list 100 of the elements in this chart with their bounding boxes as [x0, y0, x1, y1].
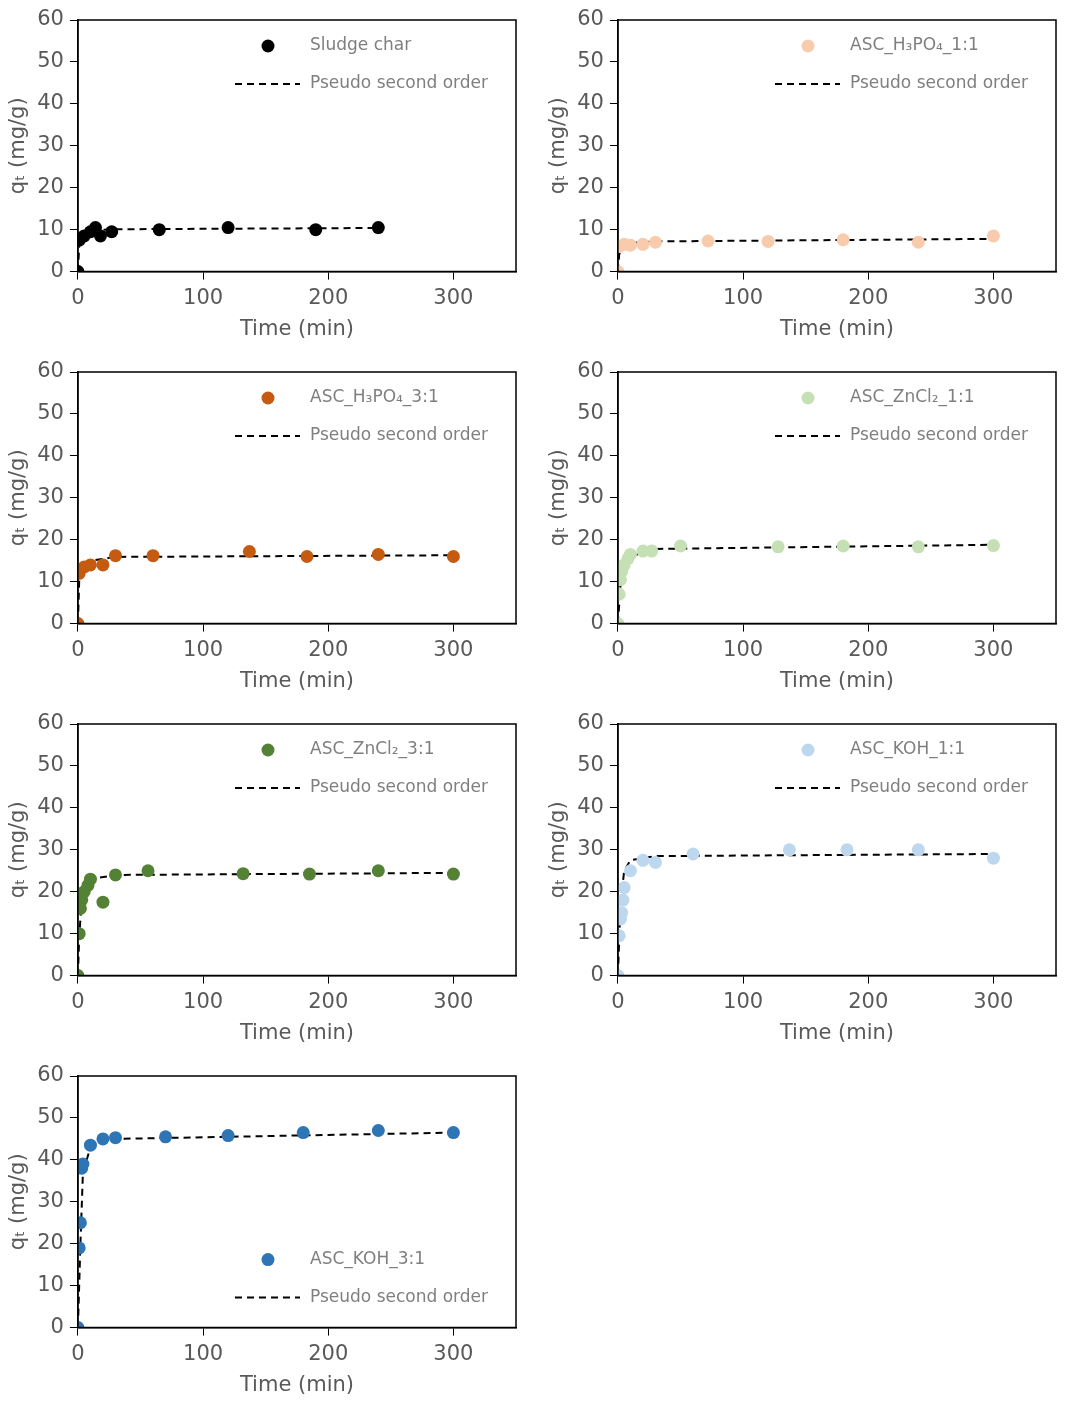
- y-tick-label: 60: [577, 6, 604, 31]
- x-tick-label: 0: [611, 988, 625, 1013]
- y-tick-label: 10: [37, 1272, 64, 1297]
- x-axis-title: Time (min): [238, 1371, 354, 1396]
- point: [623, 547, 637, 561]
- x-tick-label: 100: [183, 636, 224, 661]
- x-tick-label: 100: [183, 1340, 224, 1365]
- y-tick-label: 40: [577, 90, 604, 115]
- x-tick-label: 200: [308, 1340, 349, 1365]
- x-tick-label: 200: [308, 988, 349, 1013]
- y-tick-label: 60: [37, 358, 64, 383]
- y-tick-label: 50: [577, 400, 604, 425]
- y-tick-label: 50: [37, 400, 64, 425]
- y-tick-label: 30: [37, 1188, 64, 1213]
- y-tick-label: 0: [50, 1314, 64, 1339]
- x-axis-title: Time (min): [778, 667, 894, 692]
- x-axis-title: Time (min): [238, 667, 354, 692]
- y-axis-title: qₜ (mg/g): [5, 801, 30, 899]
- x-tick-label: 200: [848, 284, 889, 309]
- x-axis-title: Time (min): [238, 1019, 354, 1044]
- point: [83, 872, 97, 886]
- y-tick-label: 10: [37, 216, 64, 241]
- point: [686, 847, 700, 861]
- x-tick-label: 100: [183, 988, 224, 1013]
- legend-label: ASC_H₃PO₄_1:1: [850, 34, 979, 56]
- legend-label: Pseudo second order: [310, 776, 489, 797]
- point: [371, 864, 385, 878]
- x-axis-title: Time (min): [238, 315, 354, 340]
- legend-label: Pseudo second order: [850, 424, 1029, 445]
- y-tick-label: 40: [37, 1146, 64, 1171]
- legend-label: ASC_H₃PO₄_3:1: [310, 386, 439, 408]
- point: [159, 1130, 173, 1144]
- y-tick-label: 50: [577, 48, 604, 73]
- point: [986, 851, 1000, 865]
- y-tick-label: 0: [50, 962, 64, 987]
- point: [648, 855, 662, 869]
- point: [296, 1126, 310, 1140]
- y-axis-title: qₜ (mg/g): [545, 97, 570, 195]
- x-axis-title: Time (min): [778, 315, 894, 340]
- x-tick-label: 100: [723, 284, 764, 309]
- point: [782, 843, 796, 857]
- y-tick-label: 20: [37, 878, 64, 903]
- x-tick-label: 200: [308, 284, 349, 309]
- x-axis-title: Time (min): [778, 1019, 894, 1044]
- legend-label: Pseudo second order: [310, 72, 489, 93]
- y-tick-label: 30: [37, 836, 64, 861]
- y-tick-label: 0: [50, 258, 64, 283]
- x-tick-label: 300: [433, 636, 474, 661]
- point: [446, 867, 460, 881]
- point: [911, 843, 925, 857]
- point: [371, 1124, 385, 1138]
- x-tick-label: 200: [848, 988, 889, 1013]
- point: [986, 539, 1000, 553]
- y-tick-label: 20: [577, 174, 604, 199]
- point: [302, 867, 316, 881]
- y-tick-label: 10: [37, 568, 64, 593]
- point: [623, 864, 637, 878]
- legend-label: ASC_ZnCl₂_1:1: [850, 386, 975, 408]
- point: [108, 1131, 122, 1145]
- x-tick-label: 0: [71, 988, 85, 1013]
- x-tick-label: 100: [723, 636, 764, 661]
- y-axis-title: qₜ (mg/g): [545, 801, 570, 899]
- legend-label: ASC_KOH_1:1: [850, 738, 966, 760]
- x-tick-label: 100: [723, 988, 764, 1013]
- legend-label: ASC_ZnCl₂_3:1: [310, 738, 435, 760]
- legend-label: Pseudo second order: [850, 72, 1029, 93]
- x-tick-label: 0: [611, 284, 625, 309]
- legend-label: Pseudo second order: [310, 424, 489, 445]
- y-tick-label: 40: [37, 442, 64, 467]
- y-tick-label: 40: [577, 794, 604, 819]
- y-tick-label: 40: [577, 442, 604, 467]
- y-axis-title: qₜ (mg/g): [545, 449, 570, 547]
- x-tick-label: 300: [973, 988, 1014, 1013]
- y-tick-label: 20: [37, 1230, 64, 1255]
- y-tick-label: 50: [37, 1104, 64, 1129]
- y-tick-label: 60: [37, 710, 64, 735]
- x-tick-label: 0: [71, 636, 85, 661]
- point: [674, 539, 687, 553]
- y-axis-title: qₜ (mg/g): [5, 97, 30, 195]
- y-tick-label: 50: [37, 752, 64, 777]
- y-tick-label: 0: [590, 610, 604, 635]
- y-tick-label: 50: [577, 752, 604, 777]
- y-axis-title: qₜ (mg/g): [5, 449, 30, 547]
- y-tick-label: 0: [590, 962, 604, 987]
- point: [83, 1138, 97, 1152]
- legend-label: Pseudo second order: [850, 776, 1029, 797]
- x-tick-label: 300: [973, 636, 1014, 661]
- legend-label: Sludge char: [310, 34, 412, 55]
- point: [236, 867, 250, 881]
- y-tick-label: 30: [577, 484, 604, 509]
- y-tick-label: 20: [577, 878, 604, 903]
- y-tick-label: 60: [37, 6, 64, 31]
- point: [617, 881, 631, 895]
- y-tick-label: 20: [37, 174, 64, 199]
- x-tick-label: 300: [973, 284, 1014, 309]
- x-tick-label: 300: [433, 988, 474, 1013]
- point: [840, 843, 854, 857]
- y-tick-label: 50: [37, 48, 64, 73]
- y-tick-label: 30: [577, 836, 604, 861]
- point: [221, 1129, 235, 1143]
